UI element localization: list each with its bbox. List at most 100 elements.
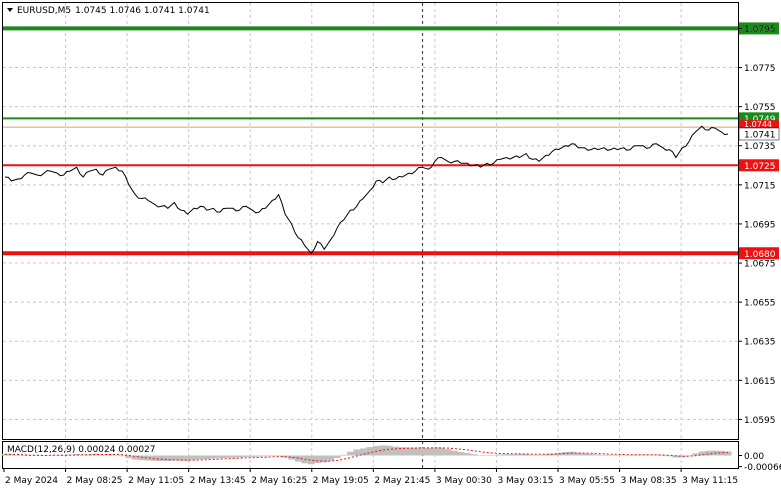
macd-bar — [529, 454, 537, 456]
macd-bar — [659, 455, 667, 456]
macd-bar — [8, 454, 16, 456]
chart-header: EURUSD,M5 1.0745 1.0746 1.0741 1.0741 — [7, 6, 210, 16]
macd-bar — [692, 453, 699, 456]
macd-bar — [216, 455, 224, 459]
x-tick-label: 3 May 08:35 — [621, 476, 677, 486]
macd-bar — [145, 455, 152, 461]
macd-bar — [490, 455, 498, 456]
x-tick-label: 2 May 13:45 — [190, 476, 246, 486]
y-tick-label: 1.0775 — [744, 64, 776, 74]
macd-bar — [151, 455, 159, 461]
macd-bar — [262, 455, 270, 457]
macd-bar — [574, 452, 582, 456]
symbol-label: EURUSD,M5 1.0745 1.0746 1.0741 1.0741 — [17, 6, 210, 16]
macd-bar — [698, 451, 706, 456]
macd-bar — [210, 455, 217, 459]
macd-signal-line — [5, 447, 729, 462]
macd-bar — [724, 451, 732, 456]
macd-bar — [373, 445, 380, 456]
macd-bar — [255, 455, 263, 457]
macd-bar — [164, 455, 172, 462]
macd-bar — [14, 455, 22, 456]
macd-bar — [138, 455, 146, 461]
macd-bar — [627, 455, 634, 456]
macd-bar — [614, 455, 621, 456]
macd-bar — [646, 455, 654, 456]
x-tick-label: 2 May 19:05 — [313, 476, 369, 486]
macd-bar — [177, 455, 185, 461]
macd-bar — [516, 454, 524, 456]
macd-bar — [509, 454, 517, 456]
macd-bar — [197, 455, 204, 460]
price-series — [4, 125, 729, 255]
macd-bar — [685, 455, 693, 456]
main-plot-frame — [2, 2, 739, 440]
symbol-dropdown-icon[interactable] — [7, 8, 13, 12]
macd-y-tick-label: 0.00 — [744, 452, 764, 462]
macd-bar — [268, 455, 276, 456]
macd-bar — [314, 455, 322, 464]
macd-bar — [620, 455, 628, 456]
macd-bar — [79, 454, 87, 456]
macd-bar — [412, 447, 419, 456]
macd-bar — [171, 455, 178, 461]
level-tag-1.0680 — [739, 247, 779, 260]
bid-tag — [739, 120, 779, 129]
x-tick-label: 3 May 05:55 — [559, 476, 615, 486]
macd-bar — [158, 455, 165, 462]
macd-bar — [444, 449, 452, 456]
y-tick-label: 1.0755 — [744, 103, 776, 113]
bid-label: 1.0744 — [744, 120, 772, 129]
macd-bar — [633, 454, 641, 456]
macd-y-tick-label: -0.00066 — [744, 463, 781, 473]
time-axis: 2 May 2024 2 May 08:25 2 May 11:05 2 May 13… — [3, 468, 738, 486]
x-tick-label: 2 May 21:45 — [374, 476, 430, 486]
macd-bar — [190, 455, 198, 460]
macd-bar — [607, 455, 615, 456]
macd-bar — [27, 455, 35, 456]
macd-bar — [601, 454, 608, 456]
macd-bar — [405, 447, 413, 456]
x-tick-label: 3 May 03:15 — [497, 476, 553, 486]
macd-bar — [431, 447, 439, 456]
macd-bar — [483, 455, 491, 456]
macd-bar — [477, 455, 484, 456]
level-tag-1.0795 — [739, 22, 779, 35]
macd-bar — [249, 455, 257, 457]
macd-bar — [418, 447, 426, 456]
x-tick-label: 3 May 00:30 — [436, 476, 492, 486]
y-tick-label: 1.0635 — [744, 338, 776, 348]
macd-bar — [581, 453, 589, 456]
macd-bar — [679, 455, 686, 458]
macd-bar — [333, 455, 341, 458]
macd-bar — [132, 455, 139, 460]
macd-bar — [307, 455, 315, 465]
macd-bar — [340, 454, 348, 456]
y-tick-label: 1.0715 — [744, 181, 776, 191]
macd-bar — [366, 447, 374, 456]
macd-bar — [542, 454, 550, 456]
macd-bar — [672, 455, 680, 458]
macd-bar — [568, 451, 576, 456]
macd-bar — [184, 455, 191, 461]
macd-bar — [425, 447, 432, 456]
macd-bar — [327, 455, 335, 461]
macd-bar — [99, 454, 107, 456]
level-tag-1.0725 — [739, 159, 779, 172]
y-tick-label: 1.0735 — [744, 142, 776, 152]
macd-bar — [457, 452, 465, 456]
level-label: 1.0680 — [744, 250, 776, 260]
macd-bar — [379, 445, 387, 456]
macd-bar — [40, 455, 48, 456]
x-tick-label: 2 May 2024 — [5, 476, 58, 486]
price-line — [4, 125, 729, 255]
macd-bar — [353, 449, 361, 456]
macd-indicator-label: MACD(12,26,9) 0.00024 0.00027 — [7, 445, 156, 455]
macd-bar — [496, 454, 504, 456]
macd-bar — [275, 455, 283, 456]
y-tick-label: 1.0695 — [744, 220, 776, 230]
price-axis: 1.0795 1.0775 1.0755 1.0735 1.0715 1.0695 1.06… — [738, 25, 781, 473]
y-tick-label: 1.0795 — [744, 25, 776, 35]
